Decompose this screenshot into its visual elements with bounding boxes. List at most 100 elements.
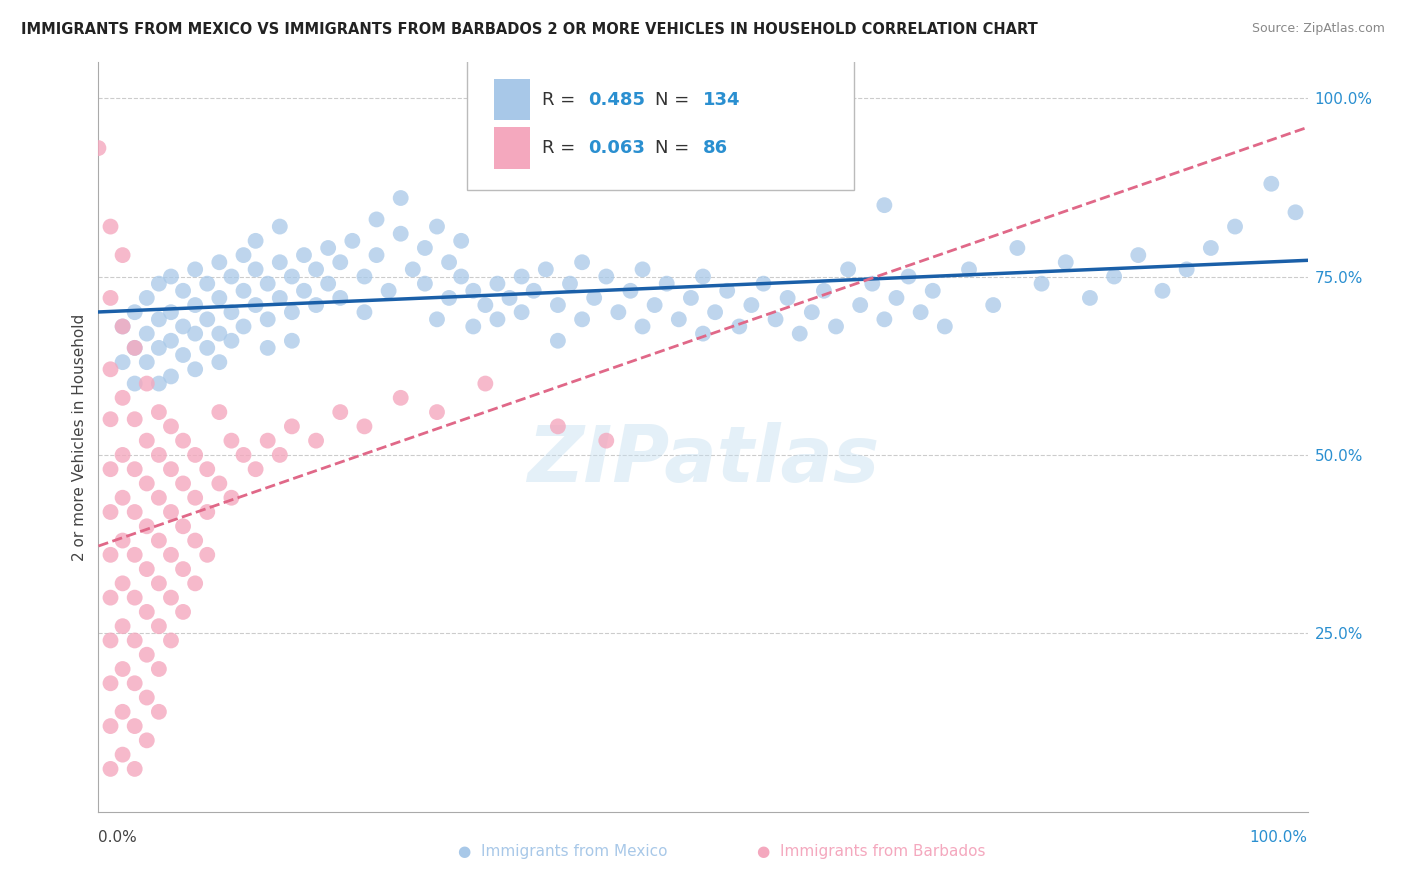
Point [353, 269, 375, 284]
Text: IMMIGRANTS FROM MEXICO VS IMMIGRANTS FROM BARBADOS 2 OR MORE VEHICLES IN HOUSEHO: IMMIGRANTS FROM MEXICO VS IMMIGRANTS FRO… [21, 22, 1038, 37]
Point [148, 277, 170, 291]
Point [426, 312, 449, 326]
Point [329, 291, 352, 305]
Point [897, 269, 920, 284]
Text: 86: 86 [703, 139, 728, 157]
Point [547, 298, 569, 312]
Point [148, 491, 170, 505]
Point [474, 376, 496, 391]
Point [256, 341, 278, 355]
Point [668, 312, 690, 326]
Point [305, 434, 328, 448]
FancyBboxPatch shape [494, 128, 530, 169]
Point [100, 548, 122, 562]
Point [631, 262, 654, 277]
Point [1007, 241, 1029, 255]
Point [135, 519, 157, 533]
Point [245, 298, 267, 312]
Point [135, 562, 157, 576]
Point [510, 305, 533, 319]
Point [474, 298, 496, 312]
Point [837, 262, 859, 277]
Text: ZIPatlas: ZIPatlas [527, 422, 879, 498]
Point [135, 476, 157, 491]
Point [571, 312, 593, 326]
Text: 134: 134 [703, 90, 741, 109]
Point [124, 505, 146, 519]
Point [111, 248, 134, 262]
Point [208, 405, 231, 419]
Point [389, 227, 412, 241]
Point [463, 319, 485, 334]
Point [583, 291, 606, 305]
Point [1175, 262, 1198, 277]
Point [800, 305, 823, 319]
Point [124, 591, 146, 605]
Point [160, 548, 183, 562]
Point [195, 548, 218, 562]
Point [221, 269, 243, 284]
Point [269, 255, 291, 269]
Point [849, 298, 872, 312]
Point [184, 448, 207, 462]
Point [221, 305, 243, 319]
Point [329, 255, 352, 269]
Point [1152, 284, 1174, 298]
Point [160, 419, 183, 434]
Point [135, 434, 157, 448]
Point [111, 662, 134, 676]
Point [160, 334, 183, 348]
Point [281, 419, 304, 434]
Point [789, 326, 811, 341]
Point [679, 291, 702, 305]
Point [148, 448, 170, 462]
Point [208, 355, 231, 369]
Point [534, 262, 557, 277]
Text: 100.0%: 100.0% [1250, 830, 1308, 846]
Point [619, 284, 641, 298]
Point [389, 191, 412, 205]
Point [886, 291, 908, 305]
Point [124, 341, 146, 355]
Point [523, 284, 546, 298]
Point [172, 284, 194, 298]
Point [921, 284, 943, 298]
Point [160, 505, 183, 519]
Point [437, 255, 460, 269]
Point [402, 262, 425, 277]
Point [1199, 241, 1222, 255]
Point [463, 284, 485, 298]
Point [124, 462, 146, 476]
Point [607, 305, 630, 319]
Point [208, 476, 231, 491]
Point [100, 291, 122, 305]
Point [269, 448, 291, 462]
Point [124, 548, 146, 562]
Point [1260, 177, 1282, 191]
Text: Source: ZipAtlas.com: Source: ZipAtlas.com [1251, 22, 1385, 36]
Point [160, 591, 183, 605]
Point [595, 269, 617, 284]
Point [111, 448, 134, 462]
Point [269, 219, 291, 234]
Point [342, 234, 364, 248]
Point [111, 391, 134, 405]
Point [135, 355, 157, 369]
Point [813, 284, 835, 298]
Point [195, 341, 218, 355]
Point [184, 298, 207, 312]
Point [450, 269, 472, 284]
Point [292, 284, 315, 298]
Point [692, 326, 714, 341]
Point [172, 562, 194, 576]
Y-axis label: 2 or more Vehicles in Household: 2 or more Vehicles in Household [72, 313, 87, 561]
Point [135, 733, 157, 747]
Point [558, 277, 581, 291]
Point [377, 284, 399, 298]
Point [148, 341, 170, 355]
Point [148, 376, 170, 391]
Point [124, 412, 146, 426]
Text: N =: N = [655, 139, 695, 157]
Point [426, 219, 449, 234]
Point [571, 255, 593, 269]
